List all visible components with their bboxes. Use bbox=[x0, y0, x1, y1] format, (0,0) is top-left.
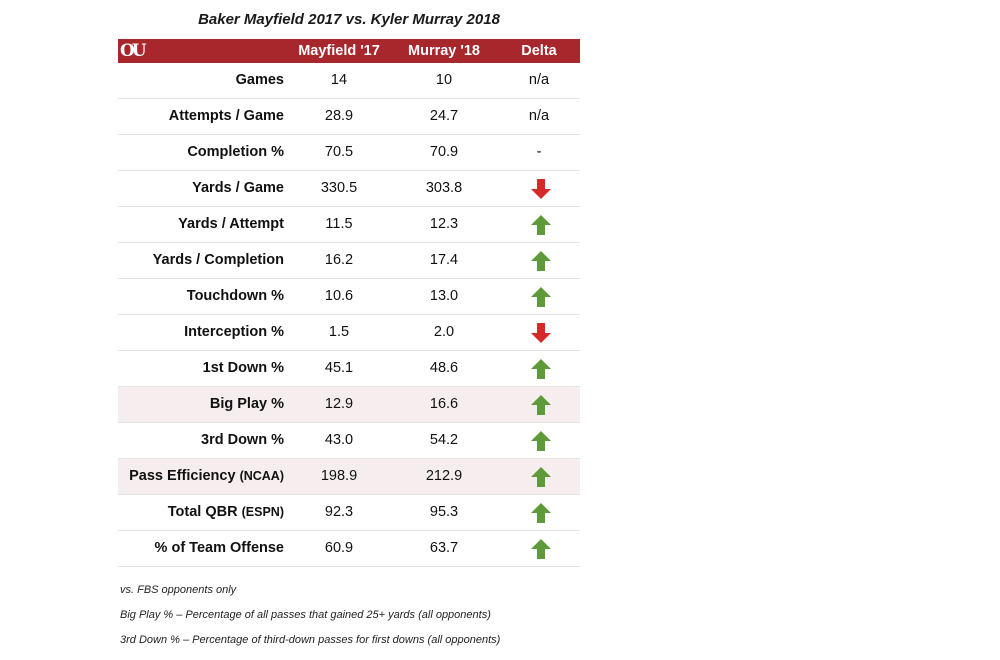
arrow-down-icon bbox=[531, 323, 551, 343]
row-label-text: Touchdown % bbox=[186, 288, 284, 304]
mayfield-value: 1.5 bbox=[328, 324, 350, 340]
murray-value: 70.9 bbox=[429, 144, 459, 160]
footnotes: vs. FBS opponents only Big Play % – Perc… bbox=[120, 580, 500, 655]
row-label: Completion % bbox=[187, 135, 284, 170]
row-label: 1st Down % bbox=[203, 351, 284, 386]
mayfield-value: 10.6 bbox=[324, 288, 354, 304]
table-row: Yards / Game 330.5 303.8 bbox=[118, 171, 580, 207]
row-label-text: Yards / Game bbox=[192, 180, 284, 196]
delta-value: n/a bbox=[528, 72, 550, 88]
chart-title: Baker Mayfield 2017 vs. Kyler Murray 201… bbox=[198, 11, 500, 28]
row-label: Yards / Game bbox=[192, 171, 284, 206]
table-row: Yards / Attempt 11.5 12.3 bbox=[118, 207, 580, 243]
murray-value: 63.7 bbox=[429, 540, 459, 556]
table-header: OU Mayfield '17 Murray '18 Delta bbox=[118, 39, 580, 63]
mayfield-value: 45.1 bbox=[324, 360, 354, 376]
mayfield-value: 28.9 bbox=[324, 108, 354, 124]
row-label-source: (ESPN) bbox=[241, 505, 284, 519]
table-row: Games 14 10 n/a bbox=[118, 63, 580, 99]
arrow-up-icon bbox=[531, 215, 551, 235]
table-row: Attempts / Game 28.9 24.7 n/a bbox=[118, 99, 580, 135]
row-label: 3rd Down % bbox=[201, 423, 284, 458]
murray-value: 2.0 bbox=[433, 324, 455, 340]
row-label-source: (NCAA) bbox=[239, 469, 284, 483]
murray-value: 54.2 bbox=[429, 432, 459, 448]
row-label-text: Attempts / Game bbox=[168, 108, 284, 124]
mayfield-value: 11.5 bbox=[325, 216, 353, 232]
mayfield-value: 43.0 bbox=[324, 432, 354, 448]
arrow-up-icon bbox=[531, 251, 551, 271]
row-label-text: Completion % bbox=[187, 144, 284, 160]
mayfield-value: 16.2 bbox=[324, 252, 354, 268]
row-label: Total QBR (ESPN) bbox=[168, 495, 284, 530]
table-row: Pass Efficiency (NCAA) 198.9 212.9 bbox=[118, 459, 580, 495]
murray-value: 12.3 bbox=[429, 216, 459, 232]
arrow-up-icon bbox=[531, 359, 551, 379]
mayfield-value: 330.5 bbox=[320, 180, 358, 196]
ou-logo-icon: OU bbox=[120, 41, 147, 61]
mayfield-value: 92.3 bbox=[324, 504, 354, 520]
column-header-delta: Delta bbox=[521, 43, 557, 59]
row-label: Interception % bbox=[184, 315, 284, 350]
murray-value: 10 bbox=[435, 72, 453, 88]
mayfield-value: 60.9 bbox=[324, 540, 354, 556]
row-label-text: Pass Efficiency bbox=[129, 468, 236, 484]
footnote-big-play: Big Play % – Percentage of all passes th… bbox=[120, 609, 491, 621]
row-label: Games bbox=[236, 63, 284, 98]
table-body: Games 14 10 n/a Attempts / Game 28.9 24.7 n/a Co… bbox=[118, 63, 580, 567]
arrow-down-icon bbox=[531, 179, 551, 199]
arrow-up-icon bbox=[531, 503, 551, 523]
row-label: Big Play % bbox=[210, 387, 284, 422]
murray-value: 303.8 bbox=[425, 180, 463, 196]
mayfield-value: 12.9 bbox=[324, 396, 354, 412]
table-row: 3rd Down % 43.0 54.2 bbox=[118, 423, 580, 459]
column-header-murray: Murray '18 bbox=[408, 43, 480, 59]
arrow-up-icon bbox=[531, 431, 551, 451]
mayfield-value: 198.9 bbox=[320, 468, 358, 484]
row-label-text: 3rd Down % bbox=[201, 432, 284, 448]
delta-value: n/a bbox=[528, 108, 550, 124]
arrow-up-icon bbox=[531, 539, 551, 559]
murray-value: 48.6 bbox=[429, 360, 459, 376]
table-row: Total QBR (ESPN) 92.3 95.3 bbox=[118, 495, 580, 531]
row-label: Yards / Attempt bbox=[178, 207, 284, 242]
table-row: 1st Down % 45.1 48.6 bbox=[118, 351, 580, 387]
table-row: Interception % 1.5 2.0 bbox=[118, 315, 580, 351]
murray-value: 95.3 bbox=[429, 504, 459, 520]
row-label: Pass Efficiency (NCAA) bbox=[129, 459, 284, 494]
row-label: Yards / Completion bbox=[153, 243, 284, 278]
row-label-text: Interception % bbox=[184, 324, 284, 340]
mayfield-value: 70.5 bbox=[324, 144, 354, 160]
murray-value: 13.0 bbox=[429, 288, 459, 304]
murray-value: 17.4 bbox=[429, 252, 459, 268]
row-label: Attempts / Game bbox=[169, 99, 284, 134]
table-row: Big Play % 12.9 16.6 bbox=[118, 387, 580, 423]
table-row: % of Team Offense 60.9 63.7 bbox=[118, 531, 580, 567]
row-label: % of Team Offense bbox=[155, 531, 284, 566]
footnote-fbs: vs. FBS opponents only bbox=[120, 584, 237, 596]
murray-value: 16.6 bbox=[429, 396, 459, 412]
murray-value: 24.7 bbox=[429, 108, 459, 124]
table-row: Yards / Completion 16.2 17.4 bbox=[118, 243, 580, 279]
column-header-mayfield: Mayfield '17 bbox=[298, 43, 380, 59]
table-row: Completion % 70.5 70.9 - bbox=[118, 135, 580, 171]
arrow-up-icon bbox=[531, 395, 551, 415]
stats-table: OU Mayfield '17 Murray '18 Delta Games 14… bbox=[118, 39, 580, 567]
arrow-up-icon bbox=[531, 287, 551, 307]
row-label: Touchdown % bbox=[187, 279, 284, 314]
footnote-third-down: 3rd Down % – Percentage of third-down pa… bbox=[120, 634, 501, 646]
delta-value: - bbox=[536, 144, 542, 160]
row-label-text: Yards / Attempt bbox=[178, 216, 284, 232]
table-row: Touchdown % 10.6 13.0 bbox=[118, 279, 580, 315]
row-label-text: Games bbox=[235, 72, 284, 88]
row-label-text: Total QBR bbox=[167, 504, 238, 520]
row-label-text: Big Play % bbox=[209, 396, 284, 412]
murray-value: 212.9 bbox=[425, 468, 463, 484]
row-label-text: % of Team Offense bbox=[154, 540, 284, 556]
row-label-text: 1st Down % bbox=[202, 360, 284, 376]
mayfield-value: 14 bbox=[330, 72, 348, 88]
arrow-up-icon bbox=[531, 467, 551, 487]
row-label-text: Yards / Completion bbox=[152, 252, 284, 268]
